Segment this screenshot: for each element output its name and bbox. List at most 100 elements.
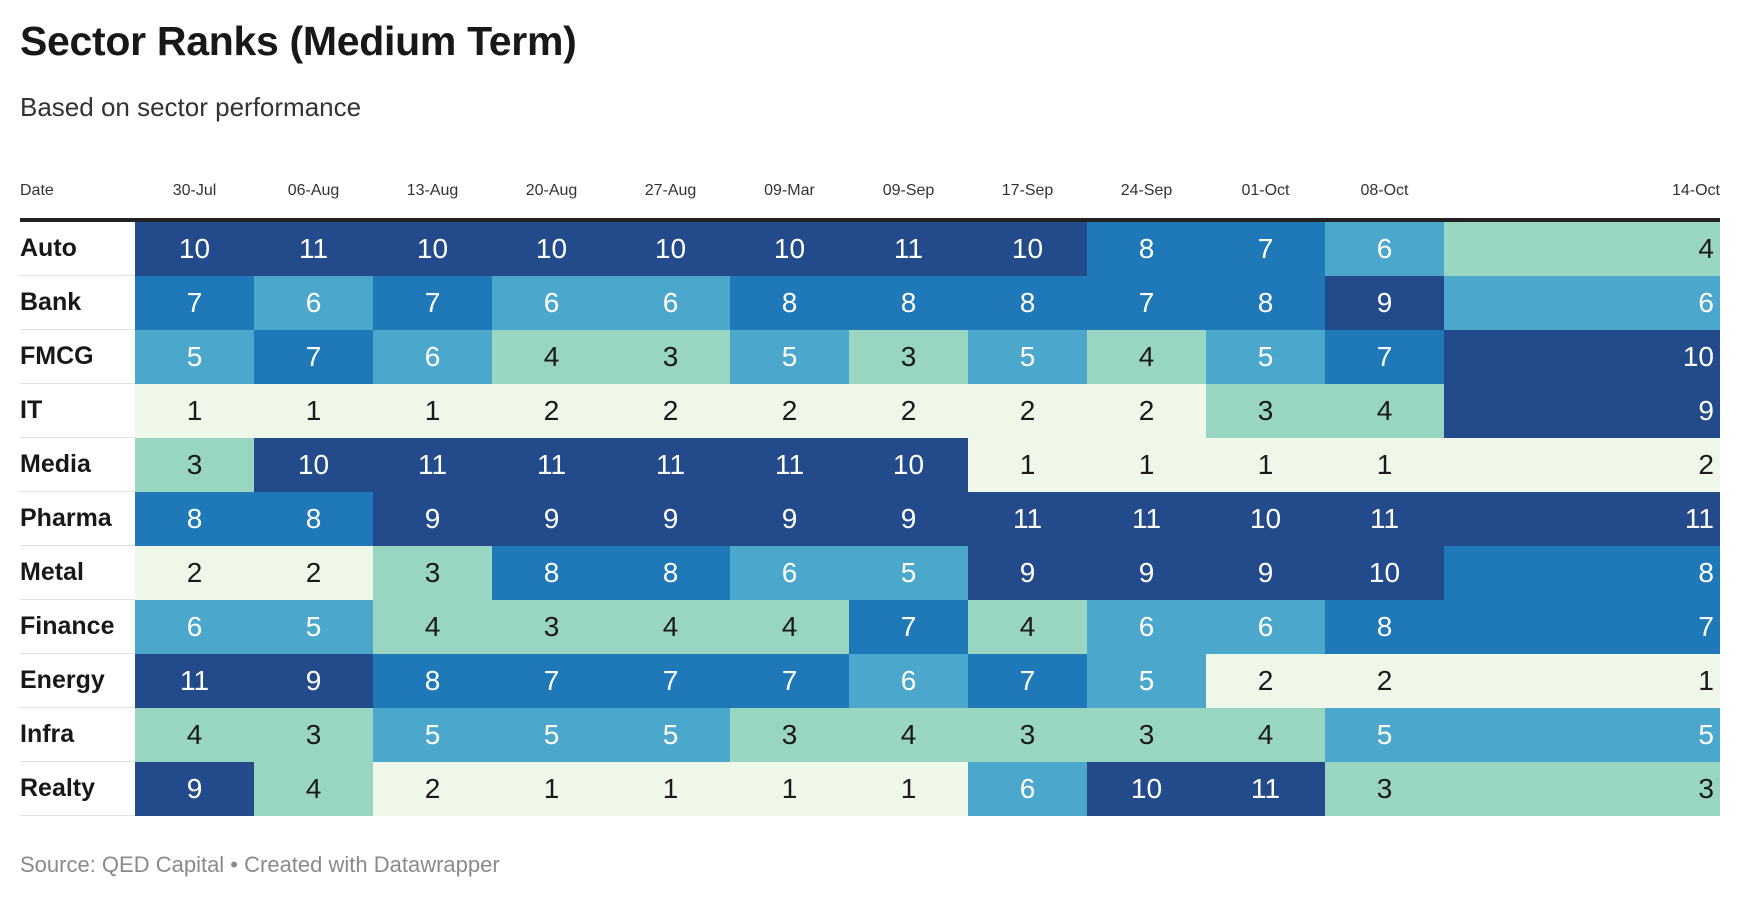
rank-cell: 2 (135, 546, 254, 600)
rank-cell: 6 (1087, 600, 1206, 654)
row-label: Metal (20, 546, 150, 600)
rank-cell: 9 (492, 492, 611, 546)
row-label: Pharma (20, 492, 150, 546)
rank-cell: 9 (611, 492, 730, 546)
rank-cell: 4 (611, 600, 730, 654)
rank-cell: 3 (1444, 762, 1720, 816)
rank-cell: 5 (254, 600, 373, 654)
rank-cell: 3 (492, 600, 611, 654)
rank-cell: 8 (849, 276, 968, 330)
rank-cell: 1 (1325, 438, 1444, 492)
rank-cell: 1 (1087, 438, 1206, 492)
rank-cell: 8 (1206, 276, 1325, 330)
table-body: Auto 10 11 10 10 10 10 11 10 8 7 6 4 Bank 7 6 7 6 6 8 8 8 7 8 9 6… (20, 222, 1720, 816)
rank-cell: 7 (611, 654, 730, 708)
rank-table: Date 30-Jul 06-Aug 13-Aug 20-Aug 27-Aug 09-Ma… (20, 170, 1720, 816)
rank-cell: 11 (849, 222, 968, 276)
column-header: 14-Oct (1671, 182, 1720, 199)
rank-cell: 1 (492, 762, 611, 816)
rank-cell: 2 (373, 762, 492, 816)
rank-cell: 4 (135, 708, 254, 762)
rank-cell: 2 (968, 384, 1087, 438)
rank-cell: 7 (254, 330, 373, 384)
rank-cell: 1 (730, 762, 849, 816)
rank-cell: 3 (730, 708, 849, 762)
table-row: Auto 10 11 10 10 10 10 11 10 8 7 6 4 (20, 222, 1720, 276)
rank-cell: 10 (611, 222, 730, 276)
rank-cell: 4 (373, 600, 492, 654)
rank-cell: 5 (135, 330, 254, 384)
table-row: Media 3 10 11 11 11 11 10 1 1 1 1 2 (20, 438, 1720, 492)
rank-cell: 11 (492, 438, 611, 492)
rank-cell: 11 (730, 438, 849, 492)
rank-cell: 10 (492, 222, 611, 276)
rank-cell: 7 (1206, 222, 1325, 276)
column-header: 13-Aug (406, 182, 459, 199)
rank-cell: 4 (849, 708, 968, 762)
rank-cell: 7 (492, 654, 611, 708)
rank-cell: 3 (849, 330, 968, 384)
rank-cell: 10 (1444, 330, 1720, 384)
column-header: 27-Aug (644, 182, 697, 199)
rank-cell: 2 (849, 384, 968, 438)
rank-cell: 11 (968, 492, 1087, 546)
rank-cell: 6 (135, 600, 254, 654)
rank-cell: 9 (135, 762, 254, 816)
rank-cell: 11 (1206, 762, 1325, 816)
row-label: Bank (20, 276, 150, 330)
rank-cell: 2 (1325, 654, 1444, 708)
rank-cell: 5 (1206, 330, 1325, 384)
rank-cell: 4 (730, 600, 849, 654)
rank-cell: 10 (1325, 546, 1444, 600)
row-label: Finance (20, 600, 150, 654)
rank-cell: 4 (1444, 222, 1720, 276)
rank-cell: 4 (254, 762, 373, 816)
row-label: Realty (20, 762, 150, 816)
rank-cell: 11 (373, 438, 492, 492)
rank-cell: 8 (492, 546, 611, 600)
rank-cell: 4 (1325, 384, 1444, 438)
rank-cell: 7 (1087, 276, 1206, 330)
rank-cell: 4 (968, 600, 1087, 654)
rank-cell: 1 (135, 384, 254, 438)
rank-cell: 2 (254, 546, 373, 600)
column-header: 06-Aug (287, 182, 340, 199)
table-row: Energy 11 9 8 7 7 7 6 7 5 2 2 1 (20, 654, 1720, 708)
rank-cell: 10 (1206, 492, 1325, 546)
rank-cell: 2 (611, 384, 730, 438)
chart-subtitle: Based on sector performance (20, 92, 362, 122)
rank-cell: 6 (968, 762, 1087, 816)
rank-cell: 10 (968, 222, 1087, 276)
rank-cell: 2 (492, 384, 611, 438)
rank-cell: 9 (254, 654, 373, 708)
table-row: Infra 4 3 5 5 5 3 4 3 3 4 5 5 (20, 708, 1720, 762)
rank-cell: 7 (849, 600, 968, 654)
rank-cell: 9 (849, 492, 968, 546)
rank-cell: 9 (373, 492, 492, 546)
rank-cell: 3 (968, 708, 1087, 762)
rank-cell: 8 (1444, 546, 1720, 600)
rank-cell: 1 (1444, 654, 1720, 708)
rank-cell: 1 (1206, 438, 1325, 492)
row-label: IT (20, 384, 150, 438)
rank-cell: 6 (849, 654, 968, 708)
rank-cell: 6 (1325, 222, 1444, 276)
rank-cell: 7 (135, 276, 254, 330)
rank-cell: 2 (1206, 654, 1325, 708)
table-row: Bank 7 6 7 6 6 8 8 8 7 8 9 6 (20, 276, 1720, 330)
rank-cell: 10 (1087, 762, 1206, 816)
rank-cell: 8 (254, 492, 373, 546)
rank-cell: 11 (611, 438, 730, 492)
column-header: 20-Aug (525, 182, 578, 199)
rank-cell: 6 (1444, 276, 1720, 330)
row-header-label: Date (20, 182, 54, 199)
column-header: 24-Sep (1120, 182, 1173, 199)
rank-cell: 10 (254, 438, 373, 492)
row-label: Auto (20, 222, 150, 276)
rank-cell: 5 (373, 708, 492, 762)
rank-cell: 11 (1444, 492, 1720, 546)
rank-cell: 11 (1087, 492, 1206, 546)
rank-cell: 8 (373, 654, 492, 708)
column-header: 08-Oct (1360, 182, 1409, 199)
rank-cell: 1 (968, 438, 1087, 492)
